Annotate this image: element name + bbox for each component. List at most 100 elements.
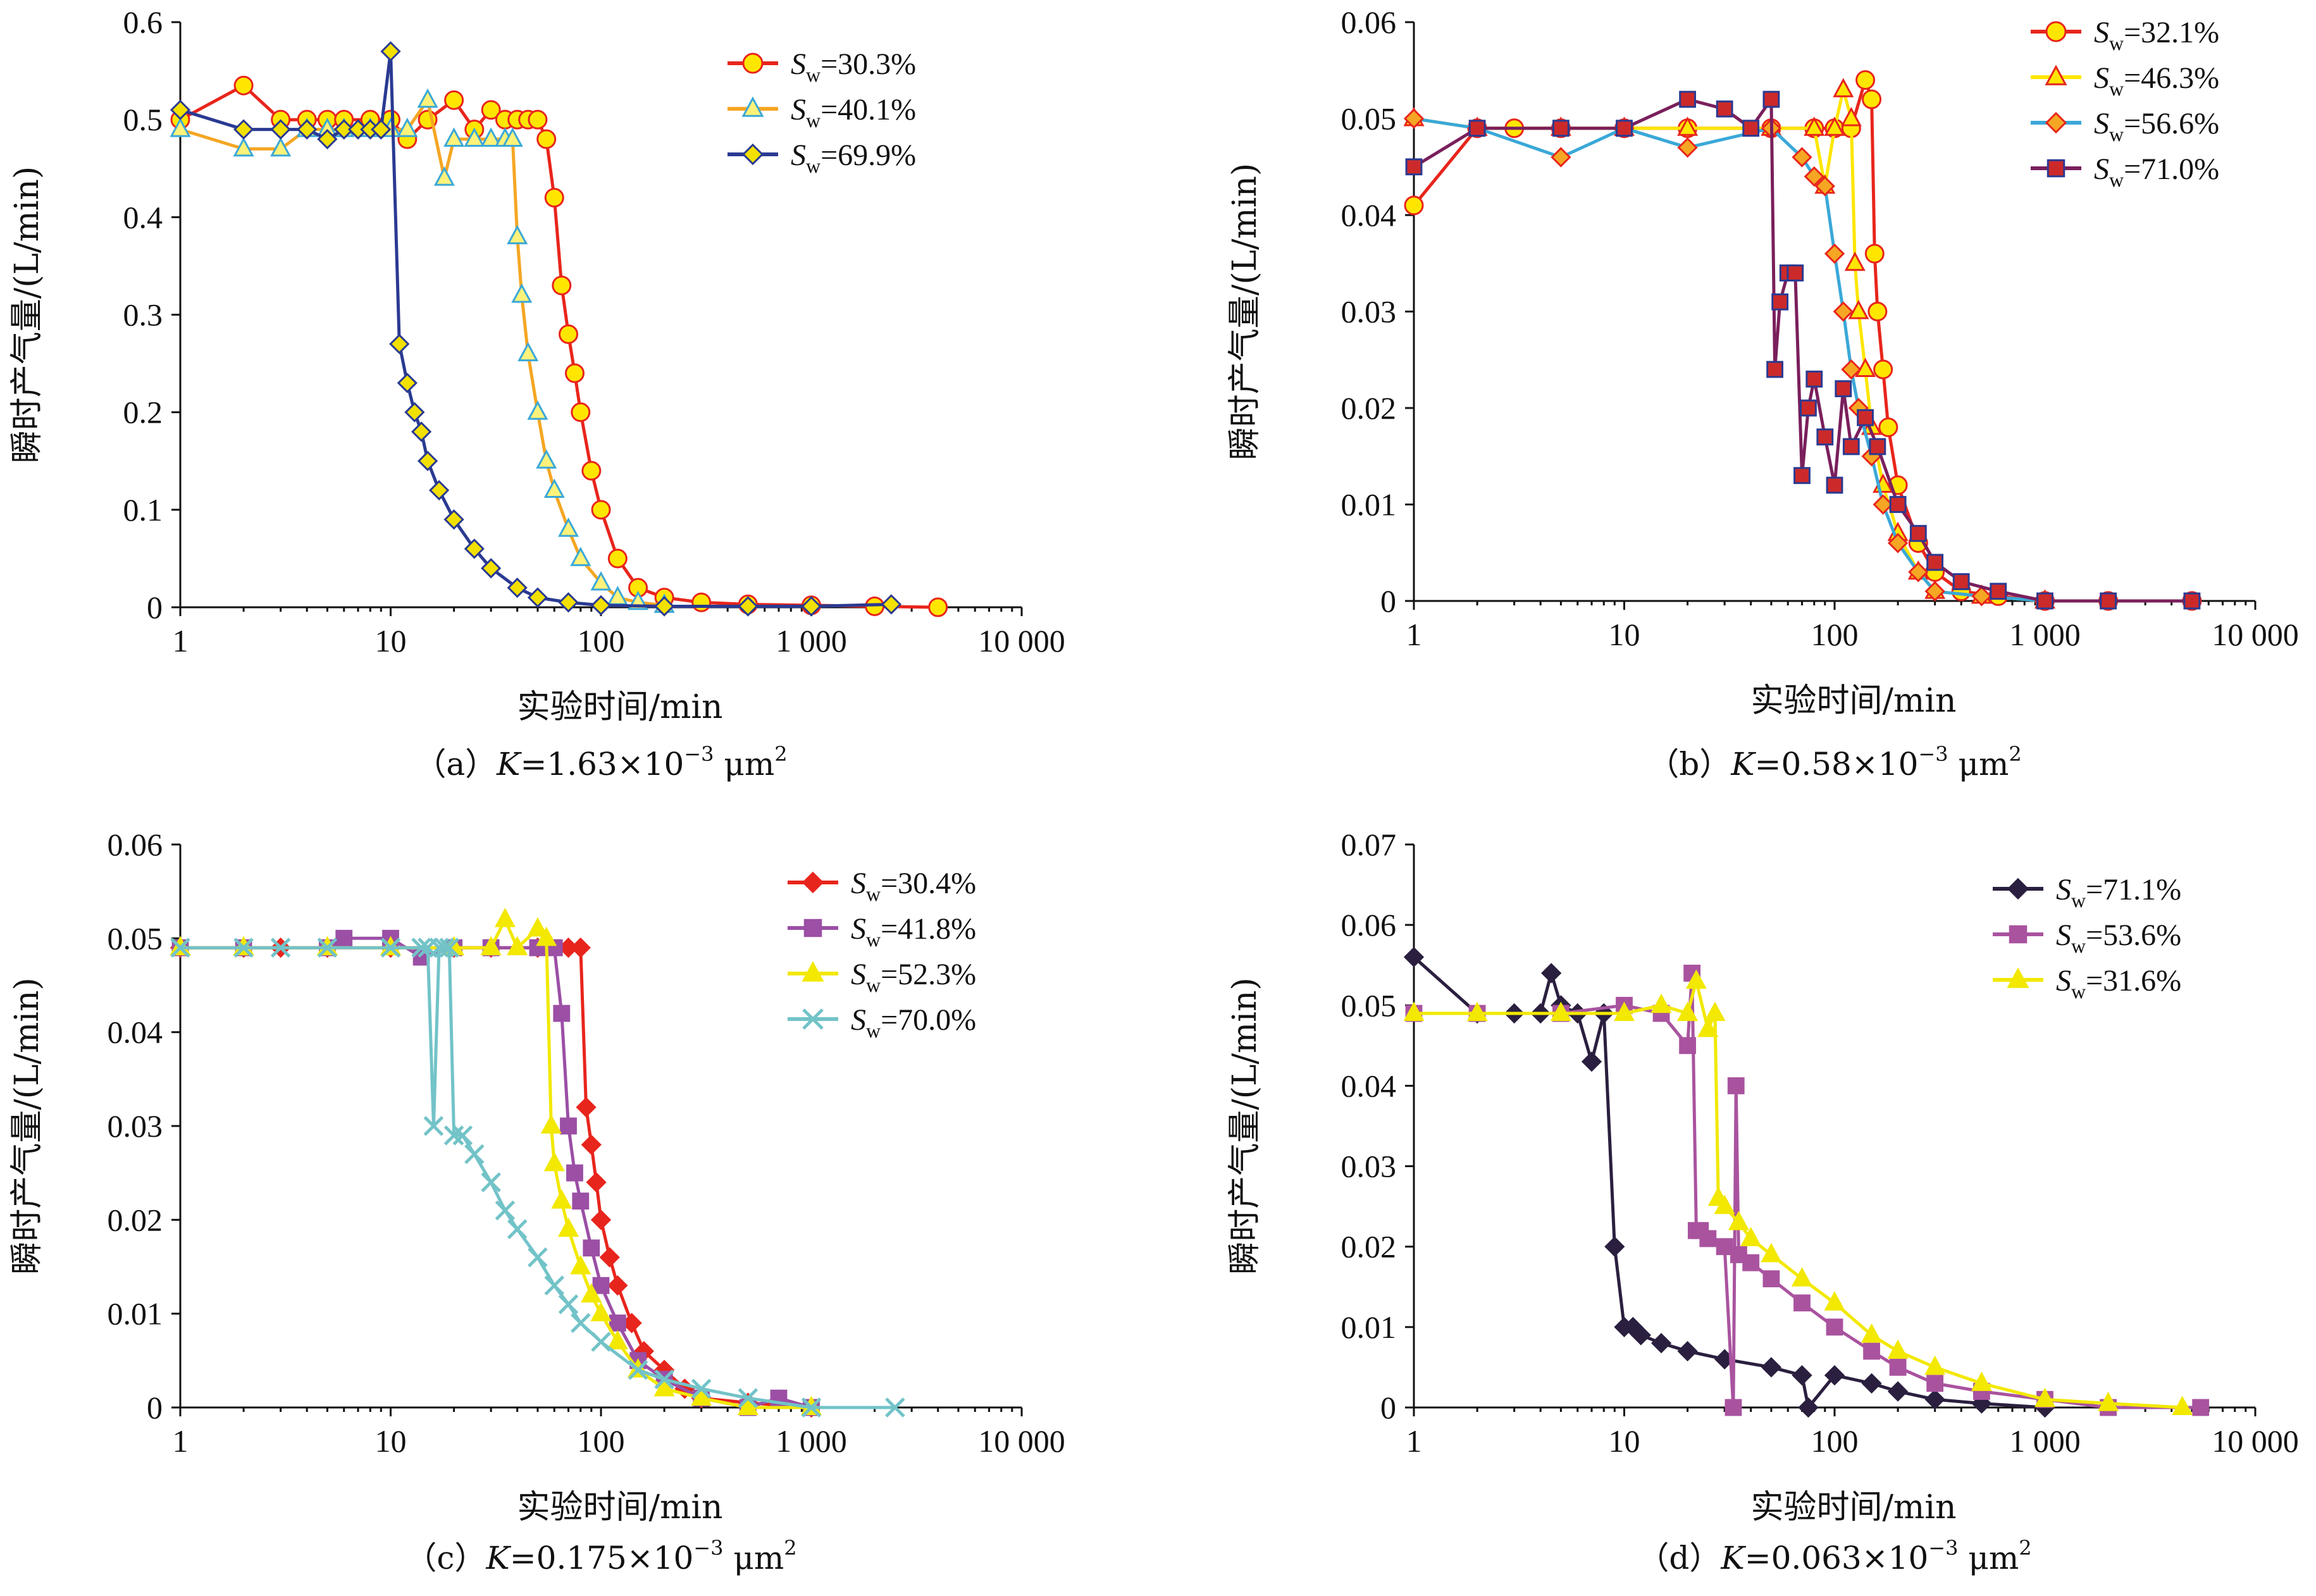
- data-point: [1792, 1365, 1812, 1386]
- y-tick-label: 0.04: [108, 1015, 163, 1050]
- series-line: [180, 946, 895, 1409]
- data-point: [411, 421, 432, 442]
- x-tick-label: 10 000: [978, 623, 1065, 659]
- legend-entry: Sw=32.1%: [2094, 16, 2219, 54]
- series-line: [1413, 88, 2045, 603]
- data-point: [1873, 359, 1893, 380]
- data-point: [543, 478, 565, 498]
- data-point: [543, 1151, 565, 1172]
- data-point: [536, 449, 557, 469]
- data-point: [417, 88, 438, 108]
- data-point: [742, 53, 764, 74]
- x-tick-label: 10: [1609, 1423, 1640, 1459]
- data-point: [494, 908, 516, 927]
- data-point: [317, 128, 338, 150]
- data-point: [1833, 78, 1854, 97]
- y-tick-label: 0.01: [108, 1296, 163, 1332]
- legend: Sw=30.3% Sw=40.1% Sw=69.9%: [728, 47, 916, 177]
- data-point: [380, 41, 401, 62]
- data-point: [1889, 496, 1907, 513]
- y-axis-label: 瞬时产气量/(L/min): [1226, 977, 1264, 1275]
- data-point: [591, 1332, 611, 1352]
- data-point: [581, 1134, 602, 1155]
- data-point: [1844, 251, 1866, 271]
- data-point: [397, 373, 418, 393]
- data-point: [609, 1315, 626, 1332]
- data-point: [1714, 1194, 1735, 1215]
- legend-entry: Sw=69.9%: [791, 139, 916, 177]
- y-tick-label: 0.1: [123, 492, 163, 528]
- x-tick-label: 100: [578, 623, 625, 659]
- data-point: [1766, 361, 1783, 378]
- series-2: [1403, 108, 2055, 612]
- data-point: [233, 937, 254, 958]
- chart-panel-d: 1 10 100 1 000 10 000 0 0.01 0.02 0.03 0.04 0.05 0.…: [1226, 827, 2299, 1576]
- y-tick-label: 0.01: [1341, 487, 1397, 523]
- data-point: [2192, 1399, 2210, 1416]
- data-point: [1861, 1373, 1882, 1394]
- data-point: [691, 592, 712, 612]
- data-point: [233, 137, 254, 157]
- data-point: [2009, 925, 2028, 944]
- panel-caption: （c）K=0.175×10−3 μm2: [405, 1536, 796, 1576]
- data-point: [270, 937, 291, 958]
- data-point: [592, 1277, 610, 1294]
- data-point: [691, 1378, 712, 1399]
- data-point: [581, 1283, 602, 1302]
- data-point: [1677, 1001, 1699, 1021]
- chart-panel-b: 1 10 100 1 000 10 000 0 0.01 0.02 0.03 0.04 0.05 0.…: [1226, 4, 2299, 783]
- x-tick-label: 10: [375, 1423, 407, 1459]
- data-point: [233, 75, 254, 96]
- data-point: [1630, 1325, 1651, 1345]
- data-point: [607, 548, 628, 569]
- data-point: [1771, 293, 1789, 311]
- data-point: [1971, 1371, 1992, 1391]
- legend-entry: Sw=31.6%: [2056, 964, 2181, 1003]
- series-3: [170, 937, 905, 1418]
- data-point: [1466, 1001, 1488, 1021]
- data-point: [464, 127, 485, 147]
- data-point: [507, 1219, 528, 1239]
- data-point: [1804, 166, 1824, 187]
- data-point: [1405, 158, 1423, 176]
- data-point: [540, 1114, 562, 1134]
- data-point: [1762, 1270, 1780, 1287]
- data-point: [429, 479, 450, 501]
- y-tick-label: 0.02: [1341, 1229, 1397, 1265]
- data-point: [570, 547, 591, 566]
- data-point: [1887, 533, 1909, 554]
- y-tick-label: 0.2: [123, 395, 163, 430]
- chart-panel-c: 1 10 100 1 000 10 000 0 0.01 0.02 0.03 0.04 0.05 0.…: [8, 827, 1065, 1576]
- series-line: [180, 918, 812, 1409]
- data-point: [423, 1116, 444, 1136]
- x-axis-label: 实验时间/min: [517, 1488, 723, 1526]
- y-axis-label: 瞬时产气量/(L/min): [1226, 163, 1264, 461]
- data-point: [1804, 116, 1825, 136]
- legend: Sw=30.4% Sw=41.8% Sw=52.3% Sw=70.0%: [788, 867, 976, 1042]
- data-point: [2045, 21, 2067, 42]
- data-point: [464, 1144, 485, 1165]
- data-point: [1716, 1238, 1733, 1256]
- data-point: [654, 1369, 674, 1390]
- data-point: [551, 1189, 573, 1209]
- data-point: [653, 1376, 675, 1397]
- data-point: [590, 1209, 612, 1230]
- data-point: [560, 1117, 577, 1135]
- data-point: [434, 937, 455, 958]
- data-point: [507, 936, 528, 956]
- data-point: [527, 917, 548, 937]
- data-point: [1403, 946, 1425, 968]
- data-point: [1761, 1242, 1782, 1263]
- data-point: [1926, 554, 1944, 571]
- data-point: [528, 109, 548, 130]
- series-1: [1403, 78, 2056, 609]
- data-point: [552, 275, 572, 295]
- data-point: [576, 1097, 597, 1118]
- y-tick-label: 0.05: [108, 920, 163, 956]
- data-point: [380, 937, 401, 958]
- x-tick-label: 10: [375, 623, 407, 659]
- data-point: [691, 1386, 712, 1406]
- x-tick-label: 100: [578, 1423, 625, 1459]
- legend-entry: Sw=70.0%: [851, 1003, 976, 1042]
- data-point: [801, 596, 822, 617]
